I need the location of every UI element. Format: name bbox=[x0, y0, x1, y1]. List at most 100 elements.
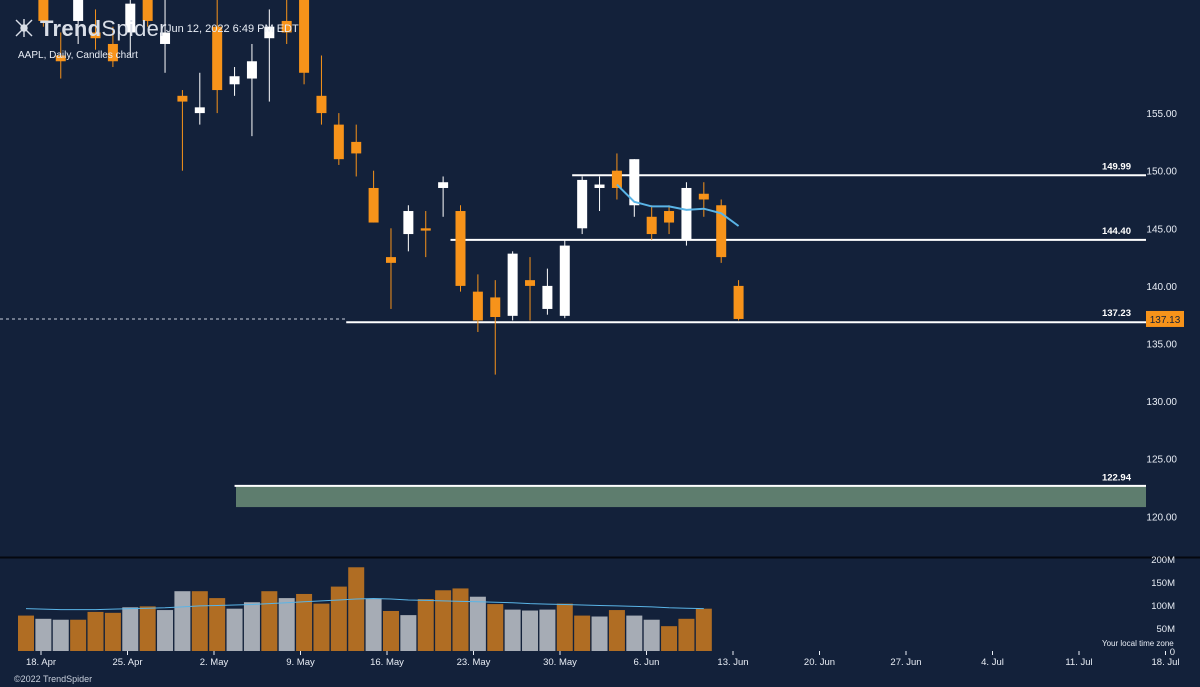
time-tick-label: 4. Jul bbox=[981, 657, 1004, 668]
candle-down bbox=[55, 55, 66, 62]
time-tick-label: 6. Jun bbox=[634, 657, 660, 668]
candle-down bbox=[281, 20, 292, 33]
price-axis[interactable]: 120.00 125.00 130.00 135.00 140.00 145.00 150.… bbox=[1146, 109, 1177, 523]
volume-bar bbox=[522, 610, 539, 651]
time-tick-label: 2. May bbox=[200, 657, 229, 668]
candle-down bbox=[333, 124, 344, 160]
price-tick-label: 125.00 bbox=[1146, 455, 1177, 466]
candle-down bbox=[177, 95, 188, 102]
time-tick-label: 16. May bbox=[370, 657, 404, 668]
volume-bar bbox=[643, 619, 660, 651]
time-tick-label: 23. May bbox=[457, 657, 491, 668]
current-price-label: 137.13 bbox=[1150, 315, 1181, 326]
candle-up bbox=[403, 211, 414, 235]
volume-bar bbox=[174, 591, 191, 651]
volume-panel: 0 50M 100M 150M 200M bbox=[0, 555, 1200, 658]
time-tick-label: 13. Jun bbox=[717, 657, 748, 668]
volume-bar bbox=[296, 593, 313, 651]
price-tick-label: 140.00 bbox=[1146, 282, 1177, 293]
horizontal-levels-layer: 149.99 144.40 137.23 137.13 bbox=[0, 161, 1184, 327]
price-tick-label: 145.00 bbox=[1146, 224, 1177, 235]
candle-up bbox=[246, 61, 257, 79]
volume-bar bbox=[382, 610, 399, 651]
volume-bar bbox=[313, 603, 330, 651]
candle-down bbox=[664, 211, 675, 223]
candle-down bbox=[472, 291, 483, 321]
candle-down bbox=[316, 95, 327, 114]
candle-up bbox=[542, 285, 553, 309]
volume-bar bbox=[191, 591, 208, 651]
time-tick-label: 11. Jul bbox=[1065, 657, 1092, 668]
volume-tick-label: 0 bbox=[1170, 647, 1175, 658]
volume-bar bbox=[261, 591, 278, 651]
volume-bar bbox=[400, 615, 417, 651]
support-zone-label: 122.94 bbox=[1102, 472, 1132, 483]
volume-bar bbox=[226, 608, 243, 651]
candle-up bbox=[229, 76, 240, 85]
brand-name-bold: Trend bbox=[40, 16, 102, 41]
volume-bar bbox=[661, 626, 678, 651]
time-tick-label: 18. Apr bbox=[26, 657, 56, 668]
volume-bar bbox=[365, 599, 382, 651]
trendspider-logo-icon bbox=[15, 19, 33, 37]
volume-bar bbox=[70, 619, 87, 651]
volume-bar bbox=[330, 586, 347, 651]
brand-logo: TrendSpider bbox=[40, 16, 167, 42]
candle-up bbox=[559, 245, 570, 316]
candle-down bbox=[525, 280, 536, 286]
chart-subtitle: AAPL, Daily, Candles chart bbox=[18, 50, 138, 61]
level-label: 144.40 bbox=[1102, 226, 1131, 237]
volume-bar bbox=[626, 615, 643, 651]
chart-timestamp: Jun 12, 2022 6:49 PM EDT bbox=[166, 23, 299, 35]
volume-bar bbox=[504, 609, 521, 651]
candle-down bbox=[733, 285, 744, 319]
candle-down bbox=[368, 187, 379, 223]
candle-up bbox=[438, 182, 449, 188]
volume-bar bbox=[87, 611, 104, 651]
moving-average-layer bbox=[616, 183, 740, 227]
level-label: 149.99 bbox=[1102, 161, 1131, 172]
level-label: 137.23 bbox=[1102, 308, 1131, 319]
volume-bar bbox=[18, 615, 34, 651]
support-zone bbox=[236, 486, 1146, 508]
candle-down bbox=[212, 26, 223, 91]
time-tick-label: 9. May bbox=[286, 657, 315, 668]
volume-tick-label: 200M bbox=[1151, 555, 1175, 566]
volume-bar bbox=[608, 610, 625, 651]
candle-down bbox=[107, 43, 118, 62]
volume-bar bbox=[52, 619, 69, 651]
candle-down bbox=[611, 170, 622, 188]
candle-down bbox=[698, 193, 709, 200]
candle-down bbox=[90, 32, 101, 39]
volume-tick-label: 50M bbox=[1157, 624, 1176, 635]
volume-bar bbox=[35, 618, 52, 651]
candle-down bbox=[716, 205, 727, 258]
current-price-box bbox=[1146, 310, 1184, 327]
volume-bar bbox=[104, 612, 121, 651]
candle-down bbox=[490, 297, 501, 318]
volume-bar bbox=[435, 590, 452, 651]
time-tick-label: 25. Apr bbox=[112, 657, 142, 668]
price-tick-label: 130.00 bbox=[1146, 397, 1177, 408]
candle-up bbox=[73, 0, 84, 21]
time-tick-label: 27. Jun bbox=[890, 657, 921, 668]
time-tick-label: 18. Jul bbox=[1152, 657, 1180, 668]
price-tick-label: 135.00 bbox=[1146, 340, 1177, 351]
volume-bar bbox=[157, 610, 174, 651]
candles-layer bbox=[38, 0, 744, 375]
time-tick-label: 20. Jun bbox=[804, 657, 835, 668]
copyright-text: ©2022 TrendSpider bbox=[14, 674, 93, 684]
volume-bar bbox=[487, 604, 504, 651]
time-axis[interactable]: 18. Apr 25. Apr 2. May 9. May 16. May 23. May… bbox=[26, 651, 1180, 668]
candle-up bbox=[264, 26, 275, 39]
volume-tick-label: 100M bbox=[1151, 601, 1175, 612]
volume-bar bbox=[243, 602, 260, 651]
volume-bar bbox=[574, 615, 591, 651]
support-zone-layer: 122.94 bbox=[234, 472, 1146, 508]
volume-bar bbox=[695, 608, 712, 651]
volume-bar bbox=[539, 609, 556, 651]
candle-down bbox=[299, 0, 310, 73]
volume-bar bbox=[209, 598, 226, 651]
candle-down bbox=[646, 216, 657, 235]
